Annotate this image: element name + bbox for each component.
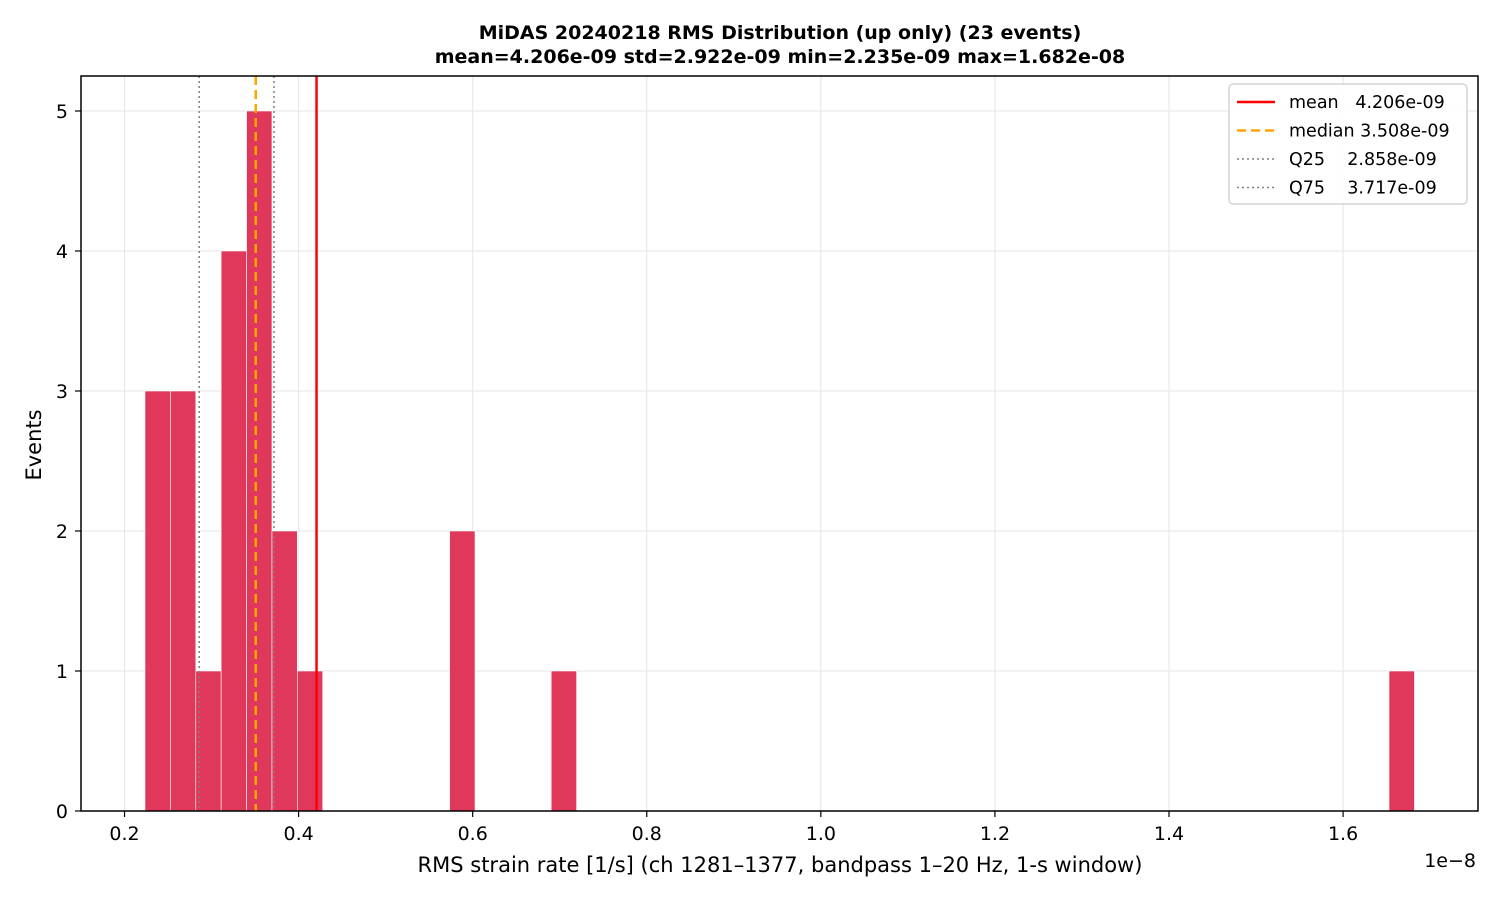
ticks-layer: 0.2 0.4 0.6 0.8 1.0 1.2 1.4 1.6 0 1 2 3 4 5 bbox=[56, 101, 1358, 845]
y-tick-label: 1 bbox=[56, 661, 68, 683]
legend-label-Q25: Q25 2.858e-09 bbox=[1289, 150, 1437, 170]
legend-box bbox=[1228, 83, 1468, 205]
x-tick-label: 1.6 bbox=[1328, 823, 1358, 845]
y-axis-label: Events bbox=[22, 409, 46, 480]
histogram-bar bbox=[246, 110, 273, 812]
histogram-bar bbox=[170, 390, 197, 812]
histogram-bar bbox=[220, 250, 247, 812]
legend-label-median: median 3.508e-09 bbox=[1289, 122, 1450, 142]
legend: mean 4.206e-09 median 3.508e-09 Q25 2.858e… bbox=[1228, 83, 1468, 205]
legend-label-mean: mean 4.206e-09 bbox=[1289, 93, 1445, 113]
x-tick-label: 0.6 bbox=[458, 823, 488, 845]
y-tick-label: 0 bbox=[56, 801, 68, 823]
histogram-bar bbox=[271, 530, 298, 812]
histogram-bar bbox=[144, 390, 171, 812]
x-tick-label: 1.4 bbox=[1154, 823, 1184, 845]
x-axis-offset-label: 1e−8 bbox=[1424, 850, 1476, 872]
x-tick-label: 0.8 bbox=[632, 823, 662, 845]
y-tick-label: 2 bbox=[56, 521, 68, 543]
x-tick-label: 1.2 bbox=[980, 823, 1010, 845]
x-axis-label: RMS strain rate [1/s] (ch 1281–1377, ban… bbox=[418, 853, 1143, 877]
y-tick-label: 5 bbox=[56, 101, 68, 123]
y-tick-label: 3 bbox=[56, 381, 68, 403]
bars-layer bbox=[144, 110, 1415, 812]
histogram-bar bbox=[449, 530, 476, 812]
histogram-bar bbox=[296, 670, 324, 812]
legend-label-Q75: Q75 3.717e-09 bbox=[1289, 179, 1437, 199]
chart-subtitle: mean=4.206e-09 std=2.922e-09 min=2.235e-… bbox=[435, 46, 1126, 68]
x-tick-label: 0.2 bbox=[109, 823, 139, 845]
x-tick-label: 0.4 bbox=[283, 823, 313, 845]
x-tick-label: 1.0 bbox=[806, 823, 836, 845]
chart-title: MiDAS 20240218 RMS Distribution (up only… bbox=[479, 22, 1082, 44]
histogram-bar bbox=[550, 670, 577, 812]
histogram-bar bbox=[1388, 670, 1415, 812]
plot-frame bbox=[80, 75, 1479, 812]
y-tick-label: 4 bbox=[56, 241, 68, 263]
reference-lines-layer bbox=[198, 76, 318, 811]
